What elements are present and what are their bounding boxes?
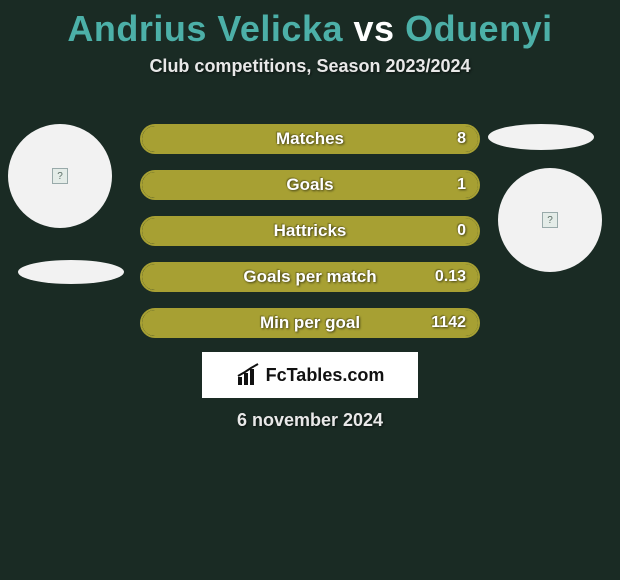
title-player2: Oduenyi (405, 8, 553, 49)
subtitle: Club competitions, Season 2023/2024 (0, 56, 620, 77)
stat-bar-label: Goals per match (243, 267, 376, 287)
stat-bar-label: Min per goal (260, 313, 360, 333)
stat-bar-value-right: 0.13 (435, 268, 466, 286)
stat-bar: Matches 8 (140, 124, 480, 154)
player-shadow-left (18, 260, 124, 284)
stat-bar: Goals per match 0.13 (140, 262, 480, 292)
stat-bar: Hattricks 0 (140, 216, 480, 246)
player-shadow-right (488, 124, 594, 150)
bars-icon (236, 363, 260, 387)
stat-bar-label: Goals (286, 175, 333, 195)
date-text: 6 november 2024 (237, 410, 383, 431)
stat-bar-value-right: 0 (457, 222, 466, 240)
image-placeholder-icon: ? (542, 212, 558, 228)
stat-bar-label: Hattricks (274, 221, 347, 241)
stat-bar: Goals 1 (140, 170, 480, 200)
stat-bars: Matches 8 Goals 1 Hattricks 0 Goals per … (140, 124, 480, 354)
stat-bar-value-right: 1 (457, 176, 466, 194)
title-player1: Andrius Velicka (67, 8, 343, 49)
branding-text: FcTables.com (266, 365, 385, 386)
image-placeholder-icon: ? (52, 168, 68, 184)
stat-bar-value-right: 1142 (431, 314, 466, 332)
stat-bar: Min per goal 1142 (140, 308, 480, 338)
player-avatar-left: ? (8, 124, 112, 228)
page-title: Andrius Velicka vs Oduenyi (0, 0, 620, 50)
stat-bar-label: Matches (276, 129, 344, 149)
stat-bar-value-right: 8 (457, 130, 466, 148)
branding-box: FcTables.com (202, 352, 418, 398)
title-vs: vs (354, 8, 395, 49)
player-avatar-right: ? (498, 168, 602, 272)
